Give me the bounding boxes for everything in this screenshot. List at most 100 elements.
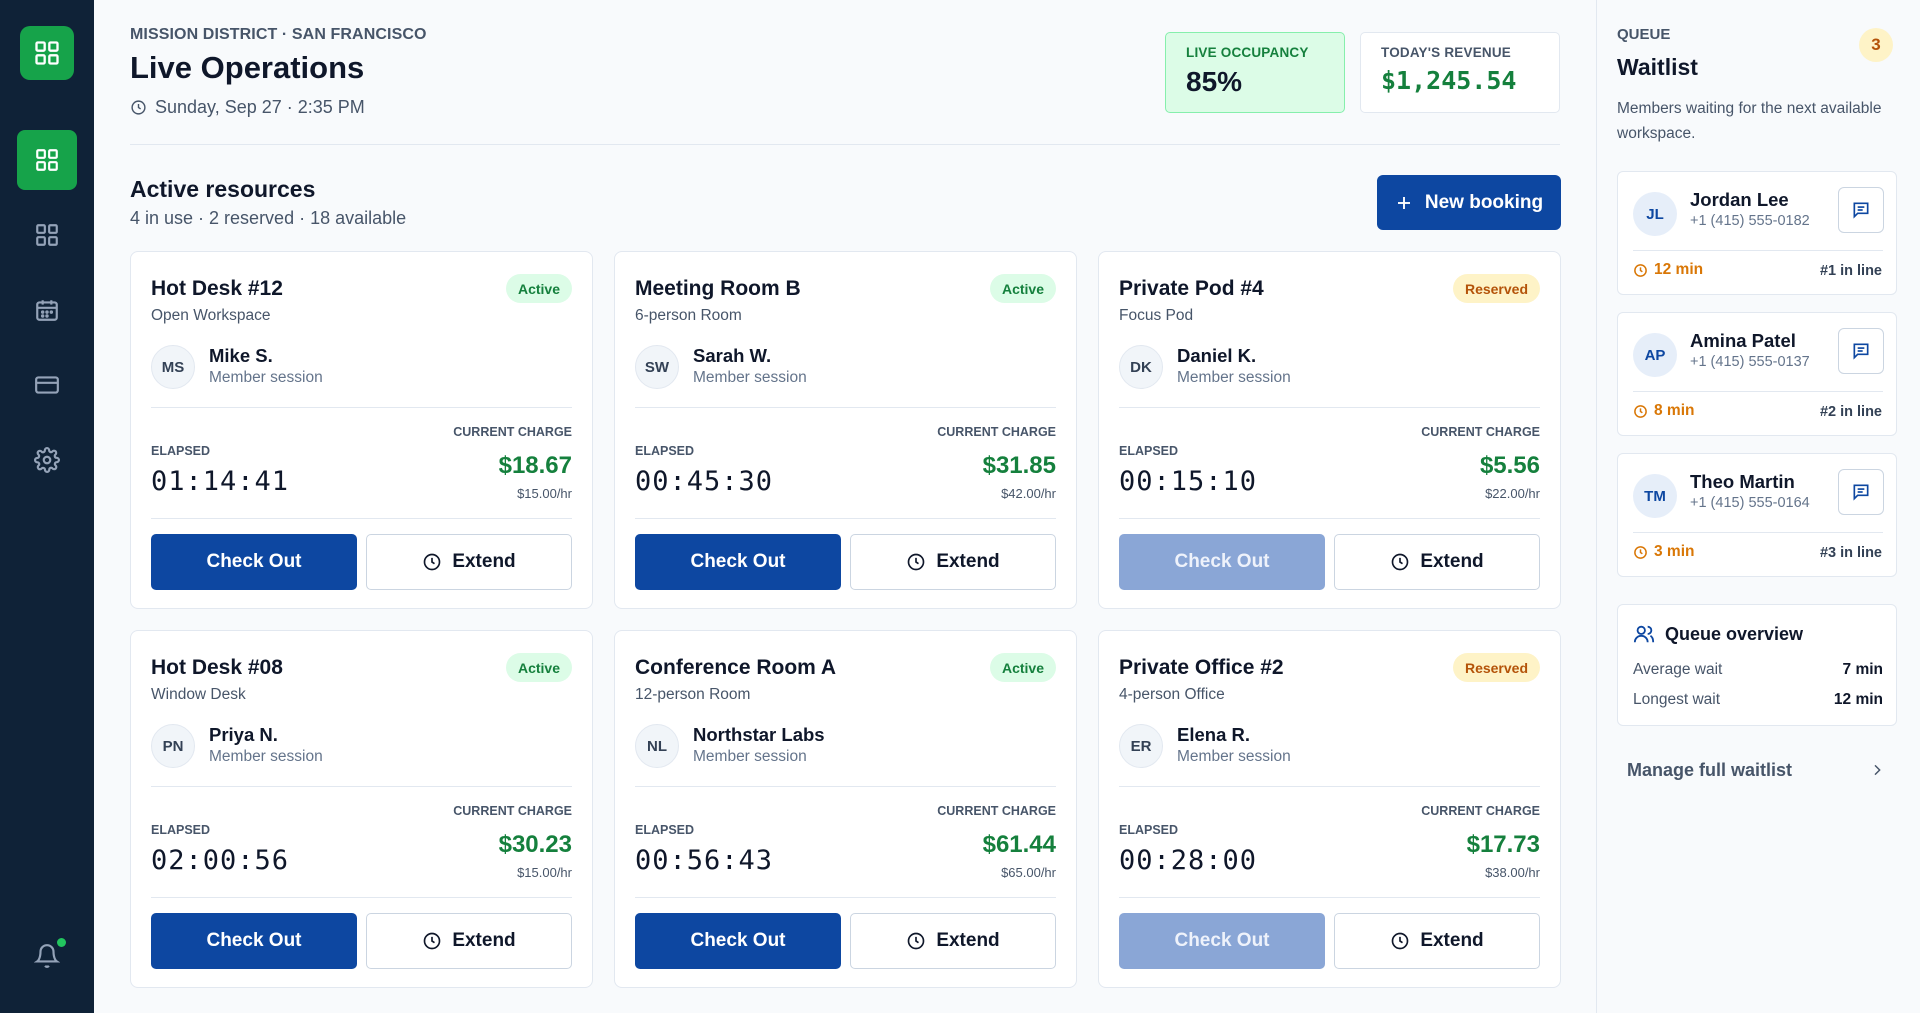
status-badge: Active [505, 653, 572, 682]
session-type: Member session [693, 369, 807, 386]
resource-card: Hot Desk #08 Window Desk Active PN Priya N. M… [130, 630, 593, 988]
waitlist-item[interactable]: JL Jordan Lee +1 (415) 555-0182 12 min #1 in… [1617, 171, 1897, 295]
session-type: Member session [693, 748, 807, 765]
resource-type: Window Desk [151, 686, 246, 703]
new-booking-button[interactable]: New booking [1377, 175, 1561, 230]
avatar: NL [635, 724, 679, 768]
wait-time-value: 3 min [1654, 543, 1695, 560]
elapsed-label: ELAPSED [635, 823, 695, 837]
hourly-rate: $42.00/hr [1001, 486, 1056, 501]
average-wait-value: 7 min [1842, 661, 1883, 678]
status-badge: Active [505, 274, 572, 303]
waitlist-member-phone: +1 (415) 555-0137 [1690, 354, 1810, 370]
wait-time: 12 min [1633, 261, 1703, 279]
waitlist-item[interactable]: AP Amina Patel +1 (415) 555-0137 8 min #2 in… [1617, 312, 1897, 436]
session-type: Member session [209, 748, 323, 765]
nav-item-calendar[interactable] [17, 280, 77, 340]
waitlist-member-name: Theo Martin [1690, 471, 1795, 492]
resource-name: Private Office #2 [1119, 656, 1284, 679]
nav-item-settings[interactable] [17, 430, 77, 490]
nav-item-resources[interactable] [17, 205, 77, 265]
extend-button[interactable]: Extend [850, 913, 1056, 969]
notifications-button[interactable] [17, 926, 77, 986]
elapsed-timer: 00:28:00 [1119, 845, 1258, 876]
occupant-name: Daniel K. [1177, 345, 1257, 366]
current-charge-value: $5.56 [1479, 452, 1540, 479]
waitlist-title: Waitlist [1617, 54, 1698, 80]
check-out-button[interactable]: Check Out [1119, 913, 1325, 969]
queue-position: #1 in line [1819, 263, 1882, 279]
chevron-right-icon [1874, 764, 1881, 776]
elapsed-timer: 00:15:10 [1119, 466, 1258, 497]
main-content: MISSION DISTRICT · SAN FRANCISCO Live Op… [94, 0, 1596, 1013]
occupant-name: Sarah W. [693, 345, 772, 366]
occupancy-stat: LIVE OCCUPANCY 85% [1165, 32, 1345, 113]
bell-icon [34, 944, 60, 968]
nav-item-billing[interactable] [17, 355, 77, 415]
page-title: Live Operations [130, 50, 365, 85]
current-charge-label: CURRENT CHARGE [453, 425, 572, 439]
manage-waitlist-link[interactable]: Manage full waitlist [1617, 750, 1897, 790]
extend-button[interactable]: Extend [1334, 913, 1540, 969]
resource-type: 6-person Room [635, 307, 742, 324]
message-button[interactable] [1838, 469, 1884, 515]
clock-icon [1391, 553, 1409, 571]
hourly-rate: $38.00/hr [1485, 865, 1540, 880]
resource-type: Open Workspace [151, 307, 271, 324]
occupancy-value: 85% [1186, 66, 1243, 97]
waitlist-item[interactable]: TM Theo Martin +1 (415) 555-0164 3 min #3 in… [1617, 453, 1897, 577]
manage-waitlist-label: Manage full waitlist [1627, 759, 1793, 780]
check-out-button[interactable]: Check Out [635, 913, 841, 969]
extend-button[interactable]: Extend [366, 534, 572, 590]
clock-icon [1391, 932, 1409, 950]
extend-label: Extend [1420, 930, 1484, 951]
message-button[interactable] [1838, 328, 1884, 374]
card-divider [151, 407, 572, 408]
avatar: SW [635, 345, 679, 389]
extend-button[interactable]: Extend [366, 913, 572, 969]
current-charge-value: $30.23 [498, 831, 572, 858]
extend-button[interactable]: Extend [1334, 534, 1540, 590]
check-out-button[interactable]: Check Out [1119, 534, 1325, 590]
card-divider [1119, 786, 1540, 787]
waitlist-panel: QUEUE Waitlist 3 Members waiting for the… [1596, 0, 1920, 1013]
message-button[interactable] [1838, 187, 1884, 233]
extend-label: Extend [936, 930, 1000, 951]
avatar: ER [1119, 724, 1163, 768]
elapsed-label: ELAPSED [1119, 444, 1179, 458]
section-title: Active resources [130, 176, 316, 202]
check-out-button[interactable]: Check Out [151, 913, 357, 969]
check-out-button[interactable]: Check Out [635, 534, 841, 590]
revenue-stat: TODAY'S REVENUE $1,245.54 [1360, 32, 1560, 113]
elapsed-label: ELAPSED [635, 444, 695, 458]
resource-type: 4-person Office [1119, 686, 1225, 703]
longest-wait-label: Longest wait [1633, 691, 1721, 708]
current-charge-label: CURRENT CHARGE [937, 425, 1056, 439]
check-out-button[interactable]: Check Out [151, 534, 357, 590]
status-badge: Active [989, 274, 1056, 303]
app-logo[interactable] [20, 26, 74, 80]
extend-button[interactable]: Extend [850, 534, 1056, 590]
current-charge-value: $18.67 [498, 452, 572, 479]
avatar: TM [1633, 474, 1677, 518]
longest-wait-row: Longest wait 12 min [1633, 691, 1883, 709]
elapsed-label: ELAPSED [1119, 823, 1179, 837]
location-label: MISSION DISTRICT · SAN FRANCISCO [130, 26, 427, 43]
clock-icon [423, 932, 441, 950]
clock-icon [907, 553, 925, 571]
message-icon [1853, 202, 1869, 219]
nav-item-dashboard[interactable] [17, 130, 77, 190]
resource-card: Private Pod #4 Focus Pod Reserved DK Daniel … [1098, 251, 1561, 609]
clock-icon [1634, 263, 1647, 277]
extend-label: Extend [1420, 551, 1484, 572]
dashboard-icon [35, 41, 59, 65]
resource-name: Meeting Room B [635, 277, 801, 300]
occupant-name: Elena R. [1177, 724, 1250, 745]
new-booking-label: New booking [1424, 191, 1544, 213]
occupant-name: Mike S. [209, 345, 273, 366]
status-badge: Active [989, 653, 1056, 682]
wait-time-value: 8 min [1654, 402, 1695, 419]
resource-card: Private Office #2 4-person Office Reserved… [1098, 630, 1561, 988]
elapsed-timer: 02:00:56 [151, 845, 290, 876]
avatar: AP [1633, 333, 1677, 377]
